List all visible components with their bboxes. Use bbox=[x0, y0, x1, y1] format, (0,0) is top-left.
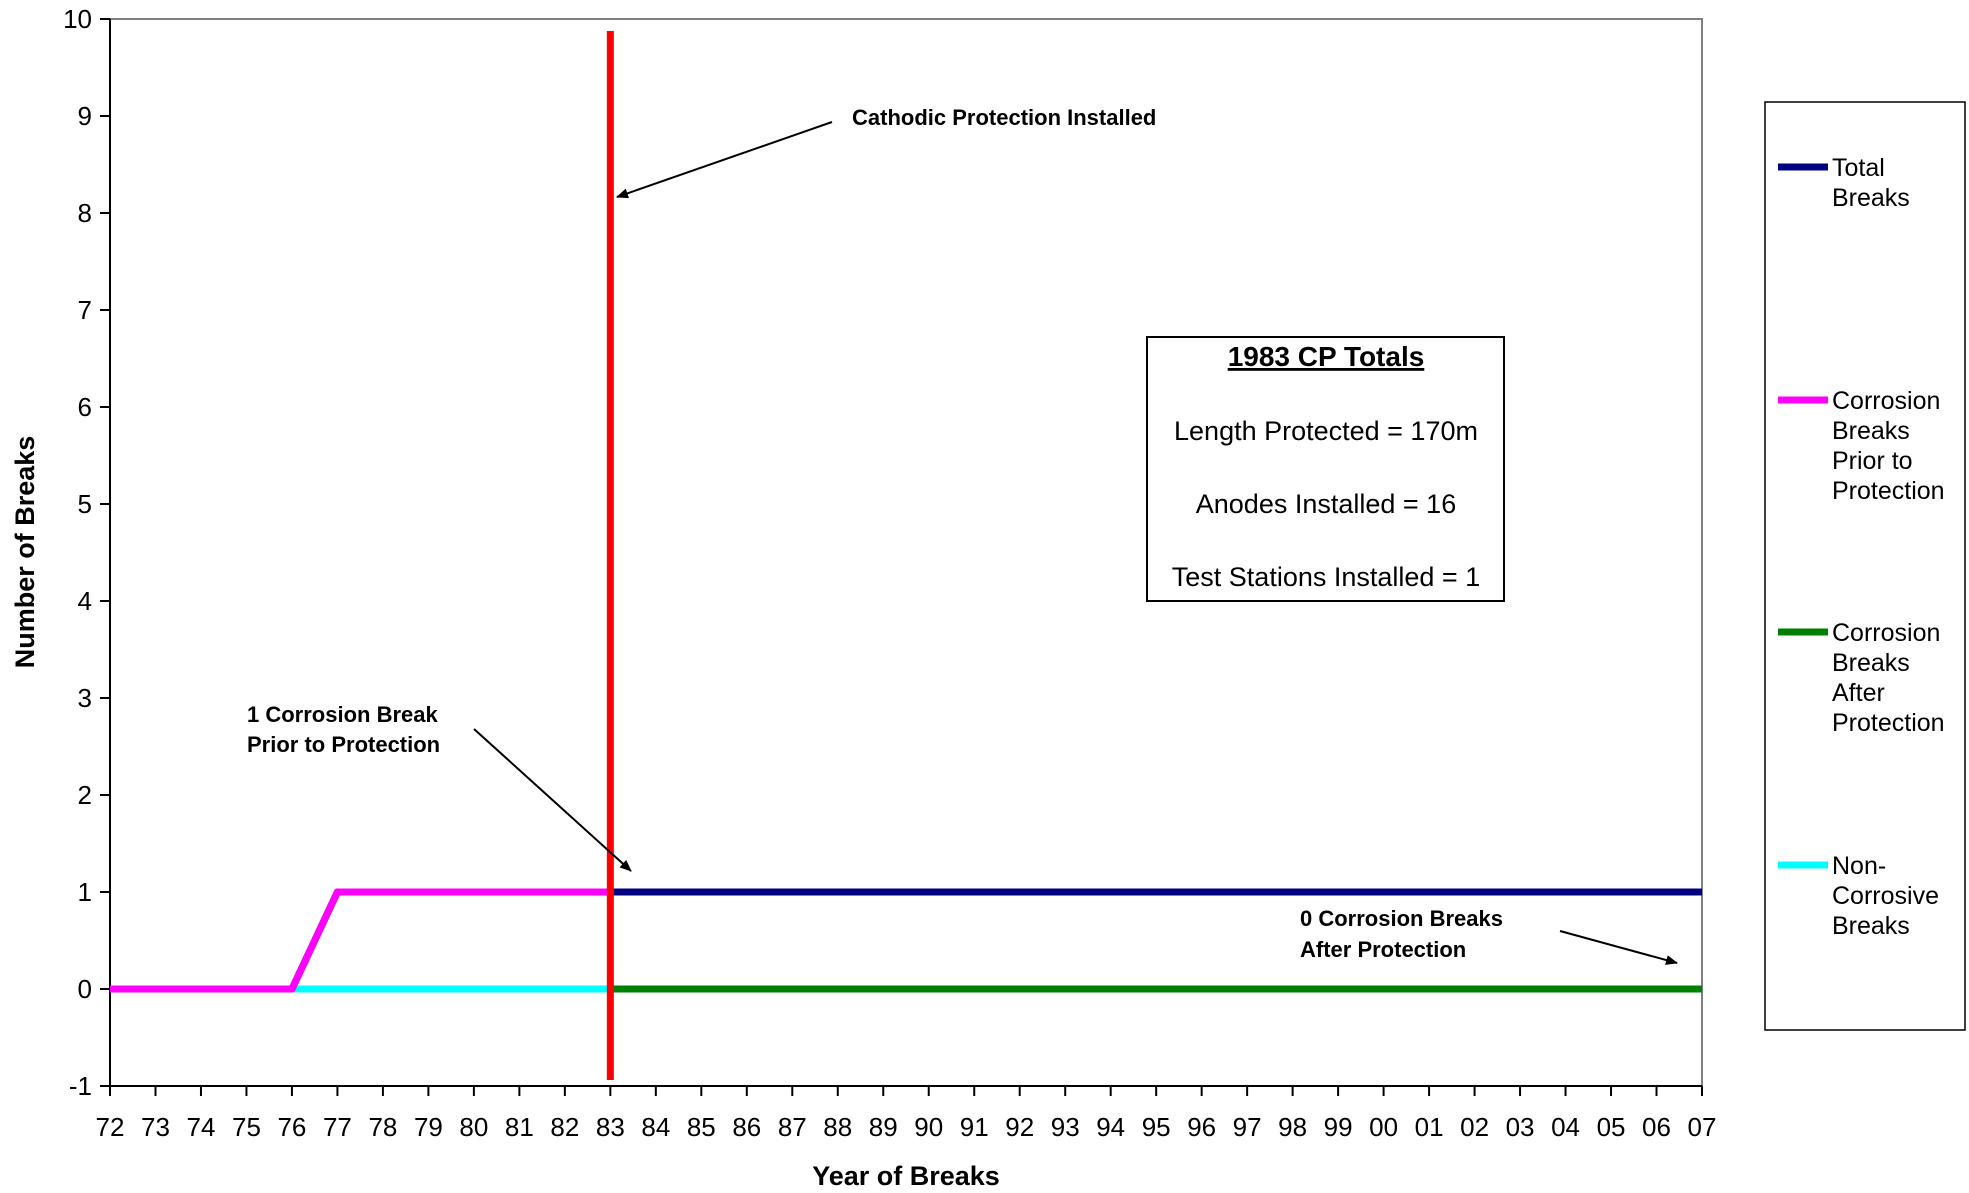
x-tick-label: 02 bbox=[1460, 1112, 1489, 1142]
y-axis-title: Number of Breaks bbox=[10, 436, 40, 669]
y-tick-label: 9 bbox=[78, 101, 92, 131]
x-tick-label: 88 bbox=[823, 1112, 852, 1142]
legend-label-total-breaks: Breaks bbox=[1832, 184, 1910, 212]
legend-label-total-breaks: Total bbox=[1832, 154, 1885, 182]
x-tick-label: 95 bbox=[1142, 1112, 1171, 1142]
legend-label-corrosion-breaks-after-protection: Corrosion bbox=[1832, 619, 1940, 647]
annotation-after-arrow bbox=[1559, 930, 1678, 965]
y-tick-label: 6 bbox=[78, 392, 92, 422]
x-tick-label: 81 bbox=[505, 1112, 534, 1142]
x-tick-label: 04 bbox=[1551, 1112, 1580, 1142]
x-axis: 72 73 74 75 76 77 78 79 80 81 82 83 84 85 86 87 88 89 90 91… bbox=[96, 1086, 1717, 1142]
annotation-prior-line2: Prior to Protection bbox=[247, 732, 440, 757]
infobox-line-stations: Test Stations Installed = 1 bbox=[1172, 562, 1480, 592]
x-tick-label: 98 bbox=[1278, 1112, 1307, 1142]
x-tick-label: 73 bbox=[141, 1112, 170, 1142]
x-tick-label: 89 bbox=[869, 1112, 898, 1142]
x-tick-label: 93 bbox=[1051, 1112, 1080, 1142]
y-tick-label: 2 bbox=[78, 780, 92, 810]
y-tick-label: 0 bbox=[78, 974, 92, 1004]
x-tick-label: 94 bbox=[1096, 1112, 1125, 1142]
legend-label-corrosion-breaks-after-protection: Protection bbox=[1832, 709, 1945, 737]
y-tick-label: 1 bbox=[78, 877, 92, 907]
x-tick-label: 90 bbox=[914, 1112, 943, 1142]
infobox-line-anodes: Anodes Installed = 16 bbox=[1196, 489, 1456, 519]
y-tick-label: 3 bbox=[78, 683, 92, 713]
infobox-line-length: Length Protected = 170m bbox=[1174, 416, 1478, 446]
series-line-corrosion-breaks-prior-to-protection bbox=[110, 888, 611, 993]
x-tick-label: 72 bbox=[96, 1112, 125, 1142]
legend-label-corrosion-breaks-prior-to-protection: Protection bbox=[1832, 477, 1945, 505]
y-tick-label: 4 bbox=[78, 586, 92, 616]
legend-label-corrosion-breaks-prior-to-protection: Prior to bbox=[1832, 447, 1913, 475]
y-axis: -1 0 1 2 3 4 5 6 7 8 9 10 bbox=[63, 4, 110, 1101]
x-tick-label: 74 bbox=[187, 1112, 216, 1142]
x-tick-label: 91 bbox=[960, 1112, 989, 1142]
annotation-prior-arrow bbox=[473, 728, 632, 872]
x-tick-label: 78 bbox=[368, 1112, 397, 1142]
x-tick-label: 80 bbox=[459, 1112, 488, 1142]
x-tick-label: 79 bbox=[414, 1112, 443, 1142]
x-axis-title: Year of Breaks bbox=[812, 1161, 1000, 1191]
x-tick-label: 86 bbox=[732, 1112, 761, 1142]
x-tick-label: 05 bbox=[1597, 1112, 1626, 1142]
x-tick-label: 77 bbox=[323, 1112, 352, 1142]
x-tick-label: 00 bbox=[1369, 1112, 1398, 1142]
annotation-after: 0 Corrosion Breaks After Protection bbox=[1300, 906, 1678, 965]
annotation-cp-installed-arrow bbox=[616, 121, 833, 199]
y-tick-label: 5 bbox=[78, 489, 92, 519]
x-tick-label: 07 bbox=[1688, 1112, 1717, 1142]
y-tick-label: 8 bbox=[78, 198, 92, 228]
infobox: 1983 CP Totals Length Protected = 170m A… bbox=[1146, 336, 1505, 602]
y-tick-label: -1 bbox=[69, 1071, 92, 1101]
legend-label-non-corrosive-breaks: Breaks bbox=[1832, 912, 1910, 940]
x-tick-label: 76 bbox=[277, 1112, 306, 1142]
x-tick-label: 75 bbox=[232, 1112, 261, 1142]
x-tick-label: 01 bbox=[1415, 1112, 1444, 1142]
x-tick-label: 87 bbox=[778, 1112, 807, 1142]
legend-label-corrosion-breaks-after-protection: Breaks bbox=[1832, 649, 1910, 677]
legend-label-corrosion-breaks-after-protection: After bbox=[1832, 679, 1885, 707]
x-tick-label: 92 bbox=[1005, 1112, 1034, 1142]
axes bbox=[109, 19, 1702, 1087]
y-tick-label: 7 bbox=[78, 295, 92, 325]
x-tick-label: 99 bbox=[1324, 1112, 1353, 1142]
annotation-prior-line1: 1 Corrosion Break bbox=[247, 702, 438, 727]
x-tick-label: 82 bbox=[550, 1112, 579, 1142]
annotation-cp-installed: Cathodic Protection Installed bbox=[616, 105, 1156, 199]
y-tick-label: 10 bbox=[63, 4, 92, 34]
x-tick-label: 85 bbox=[687, 1112, 716, 1142]
legend-label-non-corrosive-breaks: Corrosive bbox=[1832, 882, 1939, 910]
annotation-after-line1: 0 Corrosion Breaks bbox=[1300, 906, 1503, 931]
x-tick-label: 97 bbox=[1233, 1112, 1262, 1142]
series-layer bbox=[110, 888, 1702, 993]
annotation-cp-installed-text: Cathodic Protection Installed bbox=[852, 105, 1156, 130]
infobox-title: 1983 CP Totals bbox=[1228, 341, 1425, 372]
infobox-frame bbox=[1146, 336, 1505, 602]
x-tick-label: 03 bbox=[1506, 1112, 1535, 1142]
x-tick-label: 84 bbox=[641, 1112, 670, 1142]
legend-label-corrosion-breaks-prior-to-protection: Breaks bbox=[1832, 417, 1910, 445]
annotation-prior: 1 Corrosion Break Prior to Protection bbox=[247, 702, 632, 872]
legend-label-non-corrosive-breaks: Non- bbox=[1832, 852, 1886, 880]
legend-frame bbox=[1764, 101, 1966, 1031]
x-tick-label: 96 bbox=[1187, 1112, 1216, 1142]
annotation-after-line2: After Protection bbox=[1300, 937, 1466, 962]
x-tick-label: 83 bbox=[596, 1112, 625, 1142]
x-tick-label: 06 bbox=[1642, 1112, 1671, 1142]
legend-label-corrosion-breaks-prior-to-protection: Corrosion bbox=[1832, 387, 1940, 415]
